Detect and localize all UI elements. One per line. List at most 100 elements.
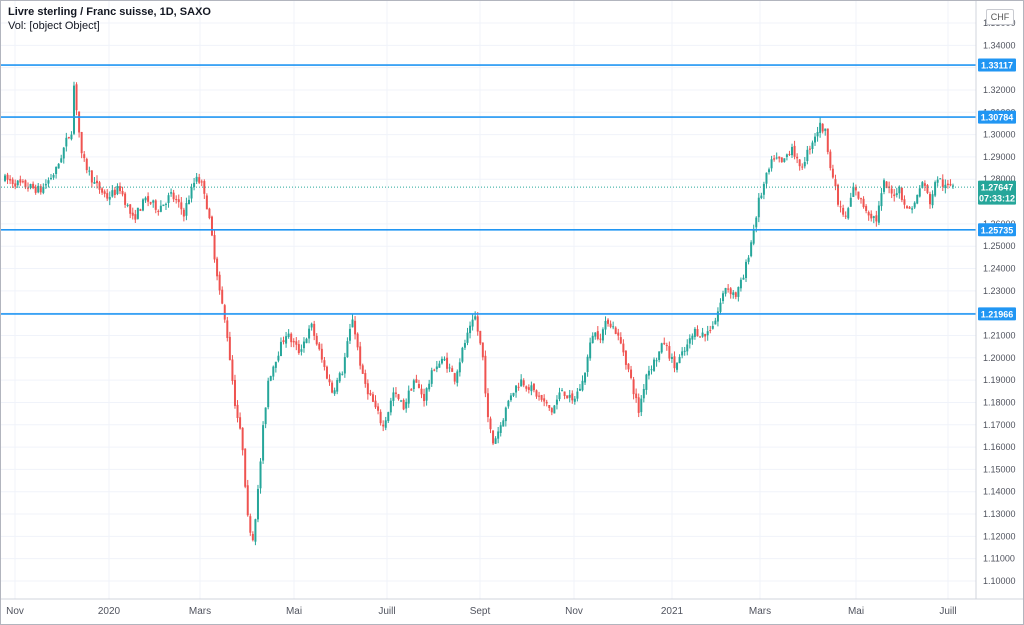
candle-body: [522, 380, 525, 386]
candle-body: [594, 332, 597, 337]
candle-body: [185, 203, 188, 216]
candle-body: [647, 370, 650, 376]
candle-body: [783, 158, 786, 162]
candle-body: [65, 137, 68, 147]
candle-body: [106, 193, 109, 199]
candle-body: [479, 330, 482, 344]
candle-body: [729, 288, 732, 295]
candle-body: [379, 411, 382, 424]
candle-body: [704, 334, 707, 337]
candle-body: [49, 177, 52, 179]
candle-body: [739, 279, 742, 289]
candle-body: [154, 200, 157, 210]
candle-body: [213, 235, 216, 260]
candle-body: [527, 387, 530, 390]
currency-button[interactable]: CHF: [986, 9, 1014, 25]
candle-body: [147, 196, 150, 202]
candle-body: [900, 187, 903, 200]
candle-body: [121, 190, 124, 195]
candle-body: [95, 180, 98, 184]
candle-body: [612, 326, 615, 328]
candle-body: [701, 332, 704, 337]
candle-body: [297, 344, 300, 354]
y-tick-label: 1.15000: [983, 464, 1016, 474]
candle-body: [801, 166, 804, 168]
candle-body: [39, 186, 42, 193]
candle-body: [407, 390, 410, 404]
price-axis[interactable]: 1.10000 1.11000 1.12000 1.13000 1.14000 1.150…: [983, 18, 1016, 586]
candle-body: [486, 393, 489, 418]
candle-body: [929, 193, 932, 205]
candle-body: [389, 400, 392, 413]
candle-body: [481, 342, 484, 358]
candle-body: [221, 289, 224, 304]
candle-body: [205, 195, 208, 210]
candle-body: [338, 373, 341, 382]
candlesticks: [4, 81, 954, 546]
candle-body: [609, 323, 612, 327]
candle-body: [668, 346, 671, 359]
symbol-title[interactable]: Livre sterling / Franc suisse, 1D, SAXO: [8, 6, 211, 18]
candle-body: [210, 216, 213, 236]
time-axis[interactable]: Nov 2020 Mars Mai Juill Sept Nov 2021 Mars Mai Jui…: [6, 606, 957, 617]
candle-body: [622, 343, 625, 353]
candle-body: [415, 379, 418, 383]
candle-body: [364, 373, 367, 384]
candle-body: [310, 323, 313, 328]
candle-body: [921, 182, 924, 188]
candle-body: [126, 204, 129, 206]
candle-body: [923, 183, 926, 186]
candle-body: [246, 485, 249, 516]
candle-body: [632, 379, 635, 395]
candle-body: [397, 394, 400, 400]
candle-body: [875, 215, 878, 222]
candle-body: [451, 368, 454, 372]
candle-body: [566, 395, 569, 399]
candle-body: [880, 193, 883, 207]
price-badges: 1.33117 1.30784 1.25735 1.21966 1.2764707:33…: [978, 58, 1016, 321]
candle-body: [847, 208, 850, 219]
candle-body: [811, 142, 814, 150]
candle-body: [328, 379, 331, 383]
candle-body: [614, 327, 617, 334]
candle-body: [561, 390, 564, 392]
candle-body: [149, 202, 152, 204]
candle-body: [806, 149, 809, 162]
candle-body: [504, 407, 507, 422]
level-price-label: 1.25735: [981, 225, 1014, 235]
candle-body: [262, 425, 265, 461]
volume-label: Vol: [object Object]: [8, 20, 100, 32]
x-tick-label: Sept: [470, 606, 491, 617]
candle-body: [144, 197, 147, 201]
x-tick-label: Nov: [565, 606, 583, 617]
candle-body: [688, 338, 691, 344]
candle-body: [581, 380, 584, 391]
candle-body: [292, 340, 295, 343]
candle-body: [484, 355, 487, 394]
candle-body: [550, 408, 553, 413]
candle-body: [251, 533, 254, 541]
candle-body: [734, 292, 737, 297]
candle-body: [952, 185, 954, 187]
candle-body: [727, 288, 730, 290]
candle-body: [80, 132, 83, 154]
candle-body: [903, 199, 906, 205]
candle-body: [129, 204, 132, 214]
candle-body: [116, 185, 119, 195]
candle-body: [862, 198, 865, 208]
candle-body: [918, 188, 921, 197]
candle-body: [420, 388, 423, 395]
candle-body: [359, 346, 362, 366]
candle-body: [93, 182, 96, 184]
candle-body: [509, 395, 512, 401]
candle-body: [558, 392, 561, 400]
candle-body: [732, 292, 735, 295]
x-tick-label: 2021: [661, 606, 684, 617]
candle-body: [331, 382, 334, 393]
candle-body: [315, 335, 318, 345]
y-tick-label: 1.29000: [983, 152, 1016, 162]
candle-body: [177, 199, 180, 203]
candle-body: [635, 393, 638, 399]
candle-body: [443, 358, 446, 361]
